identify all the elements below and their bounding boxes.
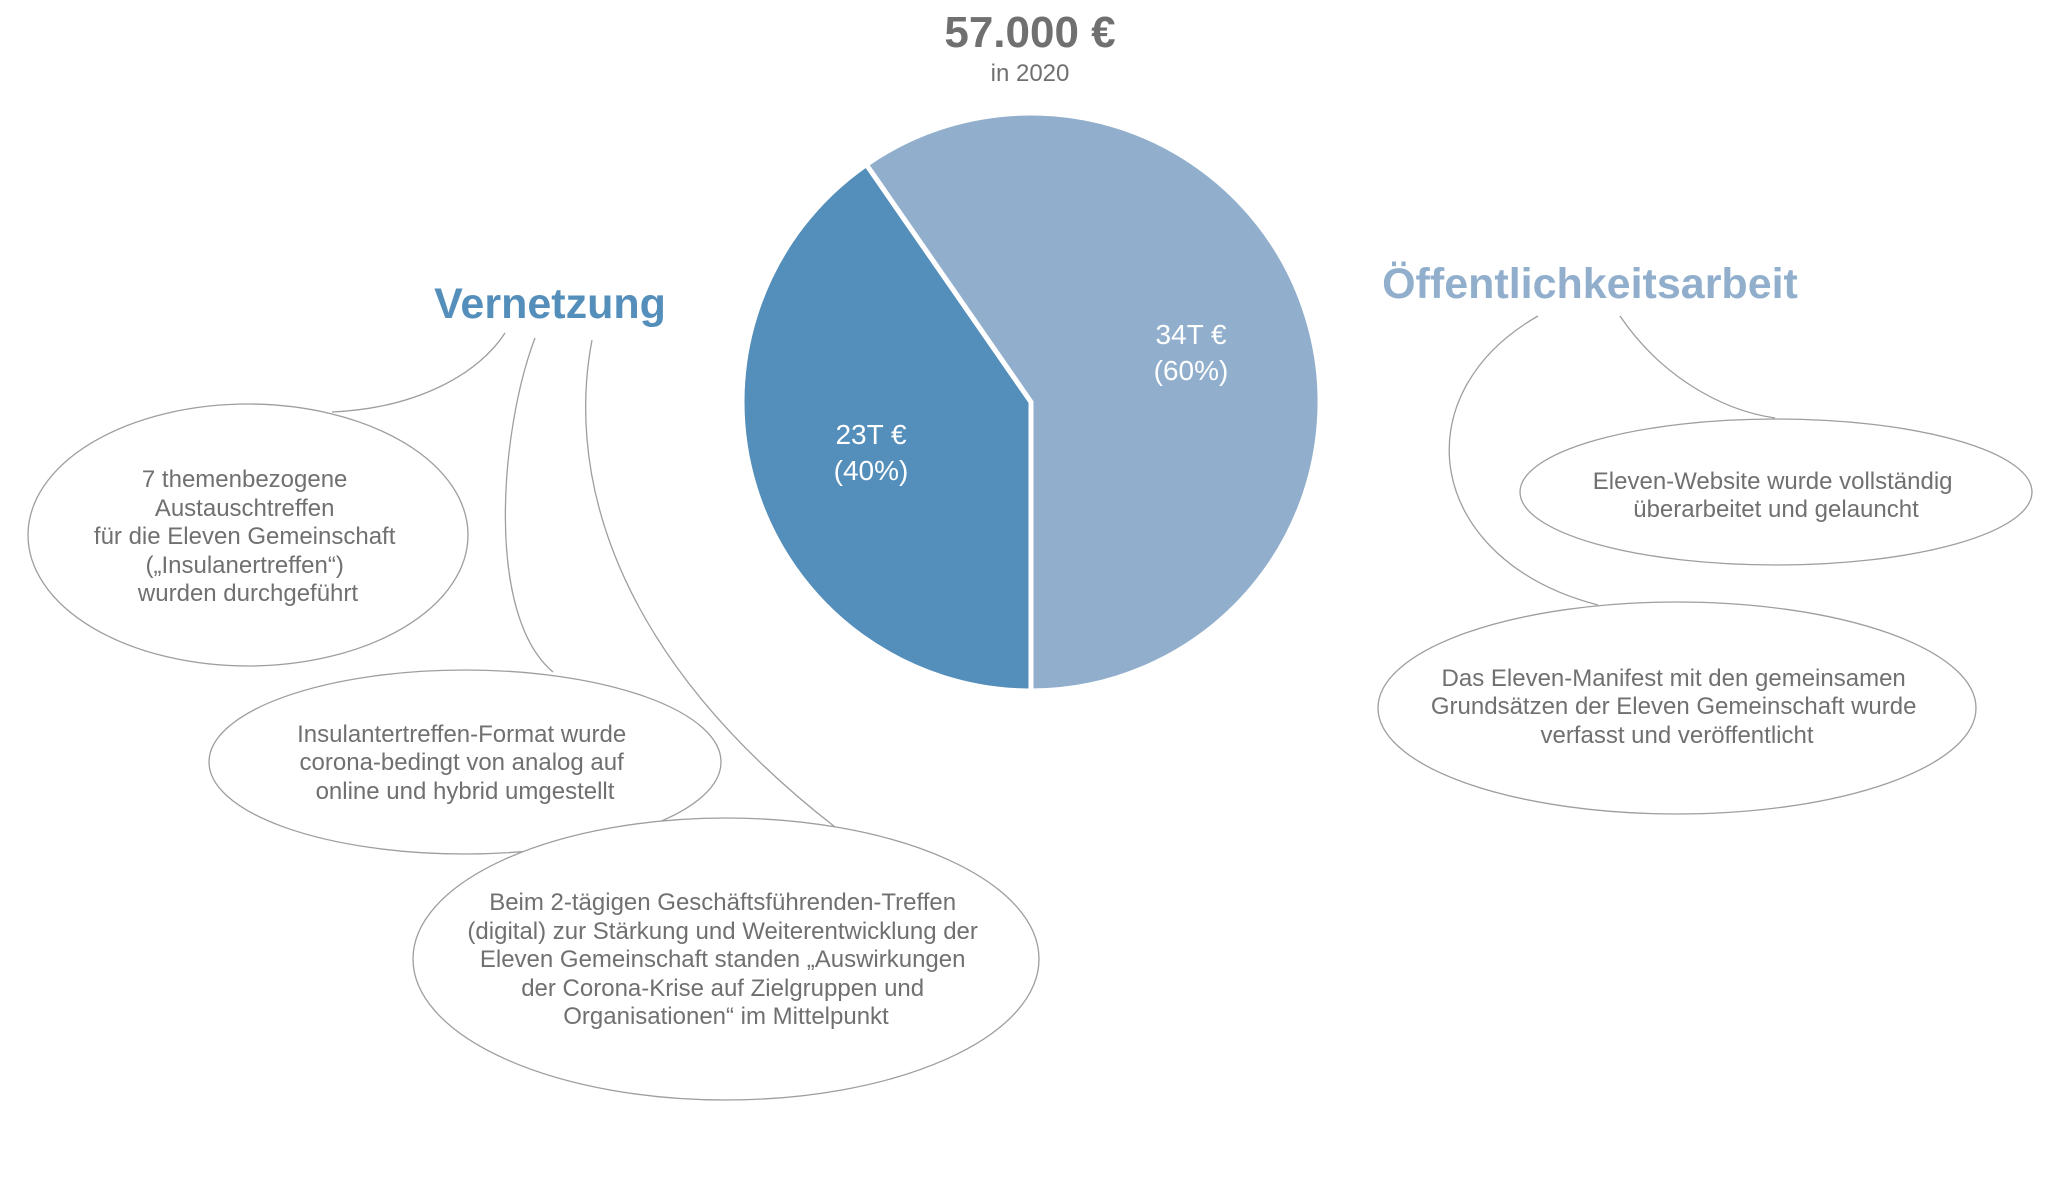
- callout-bubble: Das Eleven-Manifest mit den gemeinsamen …: [1377, 601, 1977, 815]
- bubble-text: 7 themenbezogene Austauschtreffen für di…: [94, 466, 402, 607]
- pie-chart: 23T € (40%) 34T € (60%): [739, 110, 1323, 694]
- oeffentlichkeitsarbeit-heading: Öffentlichkeitsarbeit: [1382, 260, 1798, 308]
- callout-bubble: Eleven-Website wurde vollständig überarb…: [1519, 418, 2033, 566]
- connector-line: [331, 332, 506, 413]
- bubble-outline: [1377, 601, 1977, 815]
- bubble-outline: [27, 403, 469, 667]
- slice-label-vernetzung-value: 23T €: [835, 419, 907, 450]
- bubble-text-line: Austauschtreffen: [155, 495, 335, 522]
- bubble-text-line: Grundsätzen der Eleven Gemeinschaft wurd…: [1431, 693, 1917, 720]
- callout-bubble: 7 themenbezogene Austauschtreffen für di…: [27, 403, 469, 667]
- bubble-text-line: (digital) zur Stärkung und Weiterentwick…: [467, 918, 977, 945]
- bubble-text: Das Eleven-Manifest mit den gemeinsamen …: [1431, 665, 1923, 749]
- bubble-text-line: der Corona-Krise auf Zielgruppen und: [521, 975, 924, 1002]
- slice-label-oeffentlichkeitsarbeit-value: 34T €: [1155, 319, 1227, 350]
- connector-line: [1619, 315, 1776, 419]
- bubble-text-line: Das Eleven-Manifest mit den gemeinsamen: [1442, 665, 1906, 692]
- bubble-text-line: Beim 2-tägigen Geschäftsführenden-Treffe…: [489, 889, 956, 916]
- bubble-text-line: verfasst und veröffentlicht: [1540, 722, 1813, 749]
- bubble-text-line: online und hybrid umgestellt: [316, 778, 615, 805]
- bubble-text-line: für die Eleven Gemeinschaft: [94, 523, 396, 550]
- callout-bubble: Beim 2-tägigen Geschäftsführenden-Treffe…: [412, 817, 1040, 1101]
- bubble-text-line: 7 themenbezogene: [142, 466, 348, 493]
- total-year: in 2020: [991, 60, 1070, 87]
- total-amount: 57.000 €: [944, 8, 1115, 57]
- vernetzung-heading: Vernetzung: [434, 280, 666, 328]
- connector-line: [585, 339, 836, 828]
- bubble-text-line: Insulantertreffen-Format wurde: [297, 721, 626, 748]
- vernetzung-group: Vernetzung 7 themenbezogene Austauschtre…: [27, 280, 1040, 1101]
- bubble-text: Insulantertreffen-Format wurde corona-be…: [297, 721, 633, 805]
- oeffentlichkeitsarbeit-group: Öffentlichkeitsarbeit Eleven-Website wur…: [1377, 260, 2033, 815]
- pie-slice-oeffentlichkeitsarbeit: [863, 110, 1323, 694]
- bubble-text-line: Eleven-Website wurde vollständig: [1593, 468, 1953, 495]
- callout-bubble: Insulantertreffen-Format wurde corona-be…: [208, 669, 722, 855]
- bubble-outline: [208, 669, 722, 855]
- bubble-text-line: wurden durchgeführt: [137, 580, 358, 607]
- bubble-text-line: („Insulanertreffen“): [146, 552, 344, 579]
- bubble-text-line: überarbeitet und gelauncht: [1633, 496, 1919, 523]
- connector-line: [1448, 315, 1599, 606]
- bubble-text-line: Eleven Gemeinschaft standen „Auswirkunge…: [480, 946, 966, 973]
- connector-line: [504, 337, 554, 673]
- slice-label-vernetzung-percent: (40%): [834, 455, 909, 486]
- bubble-outline: [1519, 418, 2033, 566]
- bubble-text: Eleven-Website wurde vollständig überarb…: [1593, 468, 1959, 523]
- bubble-text-line: Organisationen“ im Mittelpunkt: [563, 1003, 889, 1030]
- bubble-outline: [412, 817, 1040, 1101]
- bubble-text-line: corona-bedingt von analog auf: [300, 749, 625, 776]
- pie-slice-vernetzung: [739, 162, 1034, 694]
- bubble-text: Beim 2-tägigen Geschäftsführenden-Treffe…: [467, 889, 984, 1030]
- slice-label-oeffentlichkeitsarbeit-percent: (60%): [1154, 355, 1229, 386]
